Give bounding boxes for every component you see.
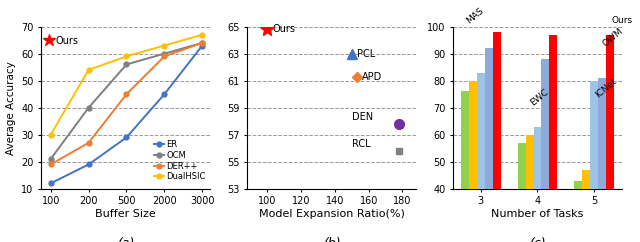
Text: Ours: Ours <box>612 16 633 25</box>
DualHSIC <box>198 33 206 36</box>
DualHSIC <box>123 55 131 58</box>
ER <box>84 163 92 166</box>
Text: (a): (a) <box>117 237 134 242</box>
Line: DER++: DER++ <box>48 40 205 167</box>
DualHSIC <box>84 68 92 71</box>
Bar <box>590 81 598 242</box>
DER++ <box>84 141 92 144</box>
Text: MAS: MAS <box>465 6 486 25</box>
Text: OWM: OWM <box>601 26 625 48</box>
Text: Ours: Ours <box>273 24 296 34</box>
Bar <box>541 59 549 242</box>
DualHSIC <box>161 44 168 47</box>
Text: DEN: DEN <box>352 112 373 122</box>
OCM <box>84 106 92 109</box>
Bar <box>477 73 484 242</box>
X-axis label: Number of Tasks: Number of Tasks <box>492 209 584 219</box>
X-axis label: Buffer Size: Buffer Size <box>95 209 156 219</box>
Text: ICNet: ICNet <box>593 77 618 99</box>
DER++ <box>198 41 206 44</box>
Bar <box>606 35 614 242</box>
DER++ <box>47 163 54 166</box>
ER <box>47 182 54 185</box>
DualHSIC <box>47 133 54 136</box>
Text: (c): (c) <box>529 237 546 242</box>
Bar <box>493 32 500 242</box>
OCM <box>198 41 206 44</box>
Text: EWC: EWC <box>529 87 550 108</box>
Line: ER: ER <box>48 43 205 186</box>
Bar <box>534 127 541 242</box>
OCM <box>47 158 54 160</box>
Line: DualHSIC: DualHSIC <box>48 32 205 137</box>
Legend: ER, OCM, DER++, DualHSIC: ER, OCM, DER++, DualHSIC <box>154 140 206 181</box>
Text: PCL: PCL <box>357 49 375 59</box>
OCM <box>123 63 131 66</box>
Y-axis label: Average Accuracy: Average Accuracy <box>6 61 15 155</box>
Text: APD: APD <box>362 72 382 82</box>
Text: (b): (b) <box>323 237 340 242</box>
Bar <box>582 170 590 242</box>
Text: RCL: RCL <box>352 139 371 149</box>
Text: Ours: Ours <box>55 37 78 46</box>
Bar <box>461 91 468 242</box>
Line: OCM: OCM <box>48 40 205 161</box>
Bar <box>549 35 557 242</box>
Bar <box>575 181 582 242</box>
Bar <box>468 81 477 242</box>
Bar <box>484 48 493 242</box>
Bar <box>598 78 606 242</box>
ER <box>161 93 168 96</box>
ER <box>123 136 131 139</box>
DER++ <box>123 93 131 96</box>
DER++ <box>161 55 168 58</box>
Bar <box>518 143 525 242</box>
ER <box>198 44 206 47</box>
X-axis label: Model Expansion Ratio(%): Model Expansion Ratio(%) <box>259 209 404 219</box>
Bar <box>525 135 534 242</box>
OCM <box>161 52 168 55</box>
